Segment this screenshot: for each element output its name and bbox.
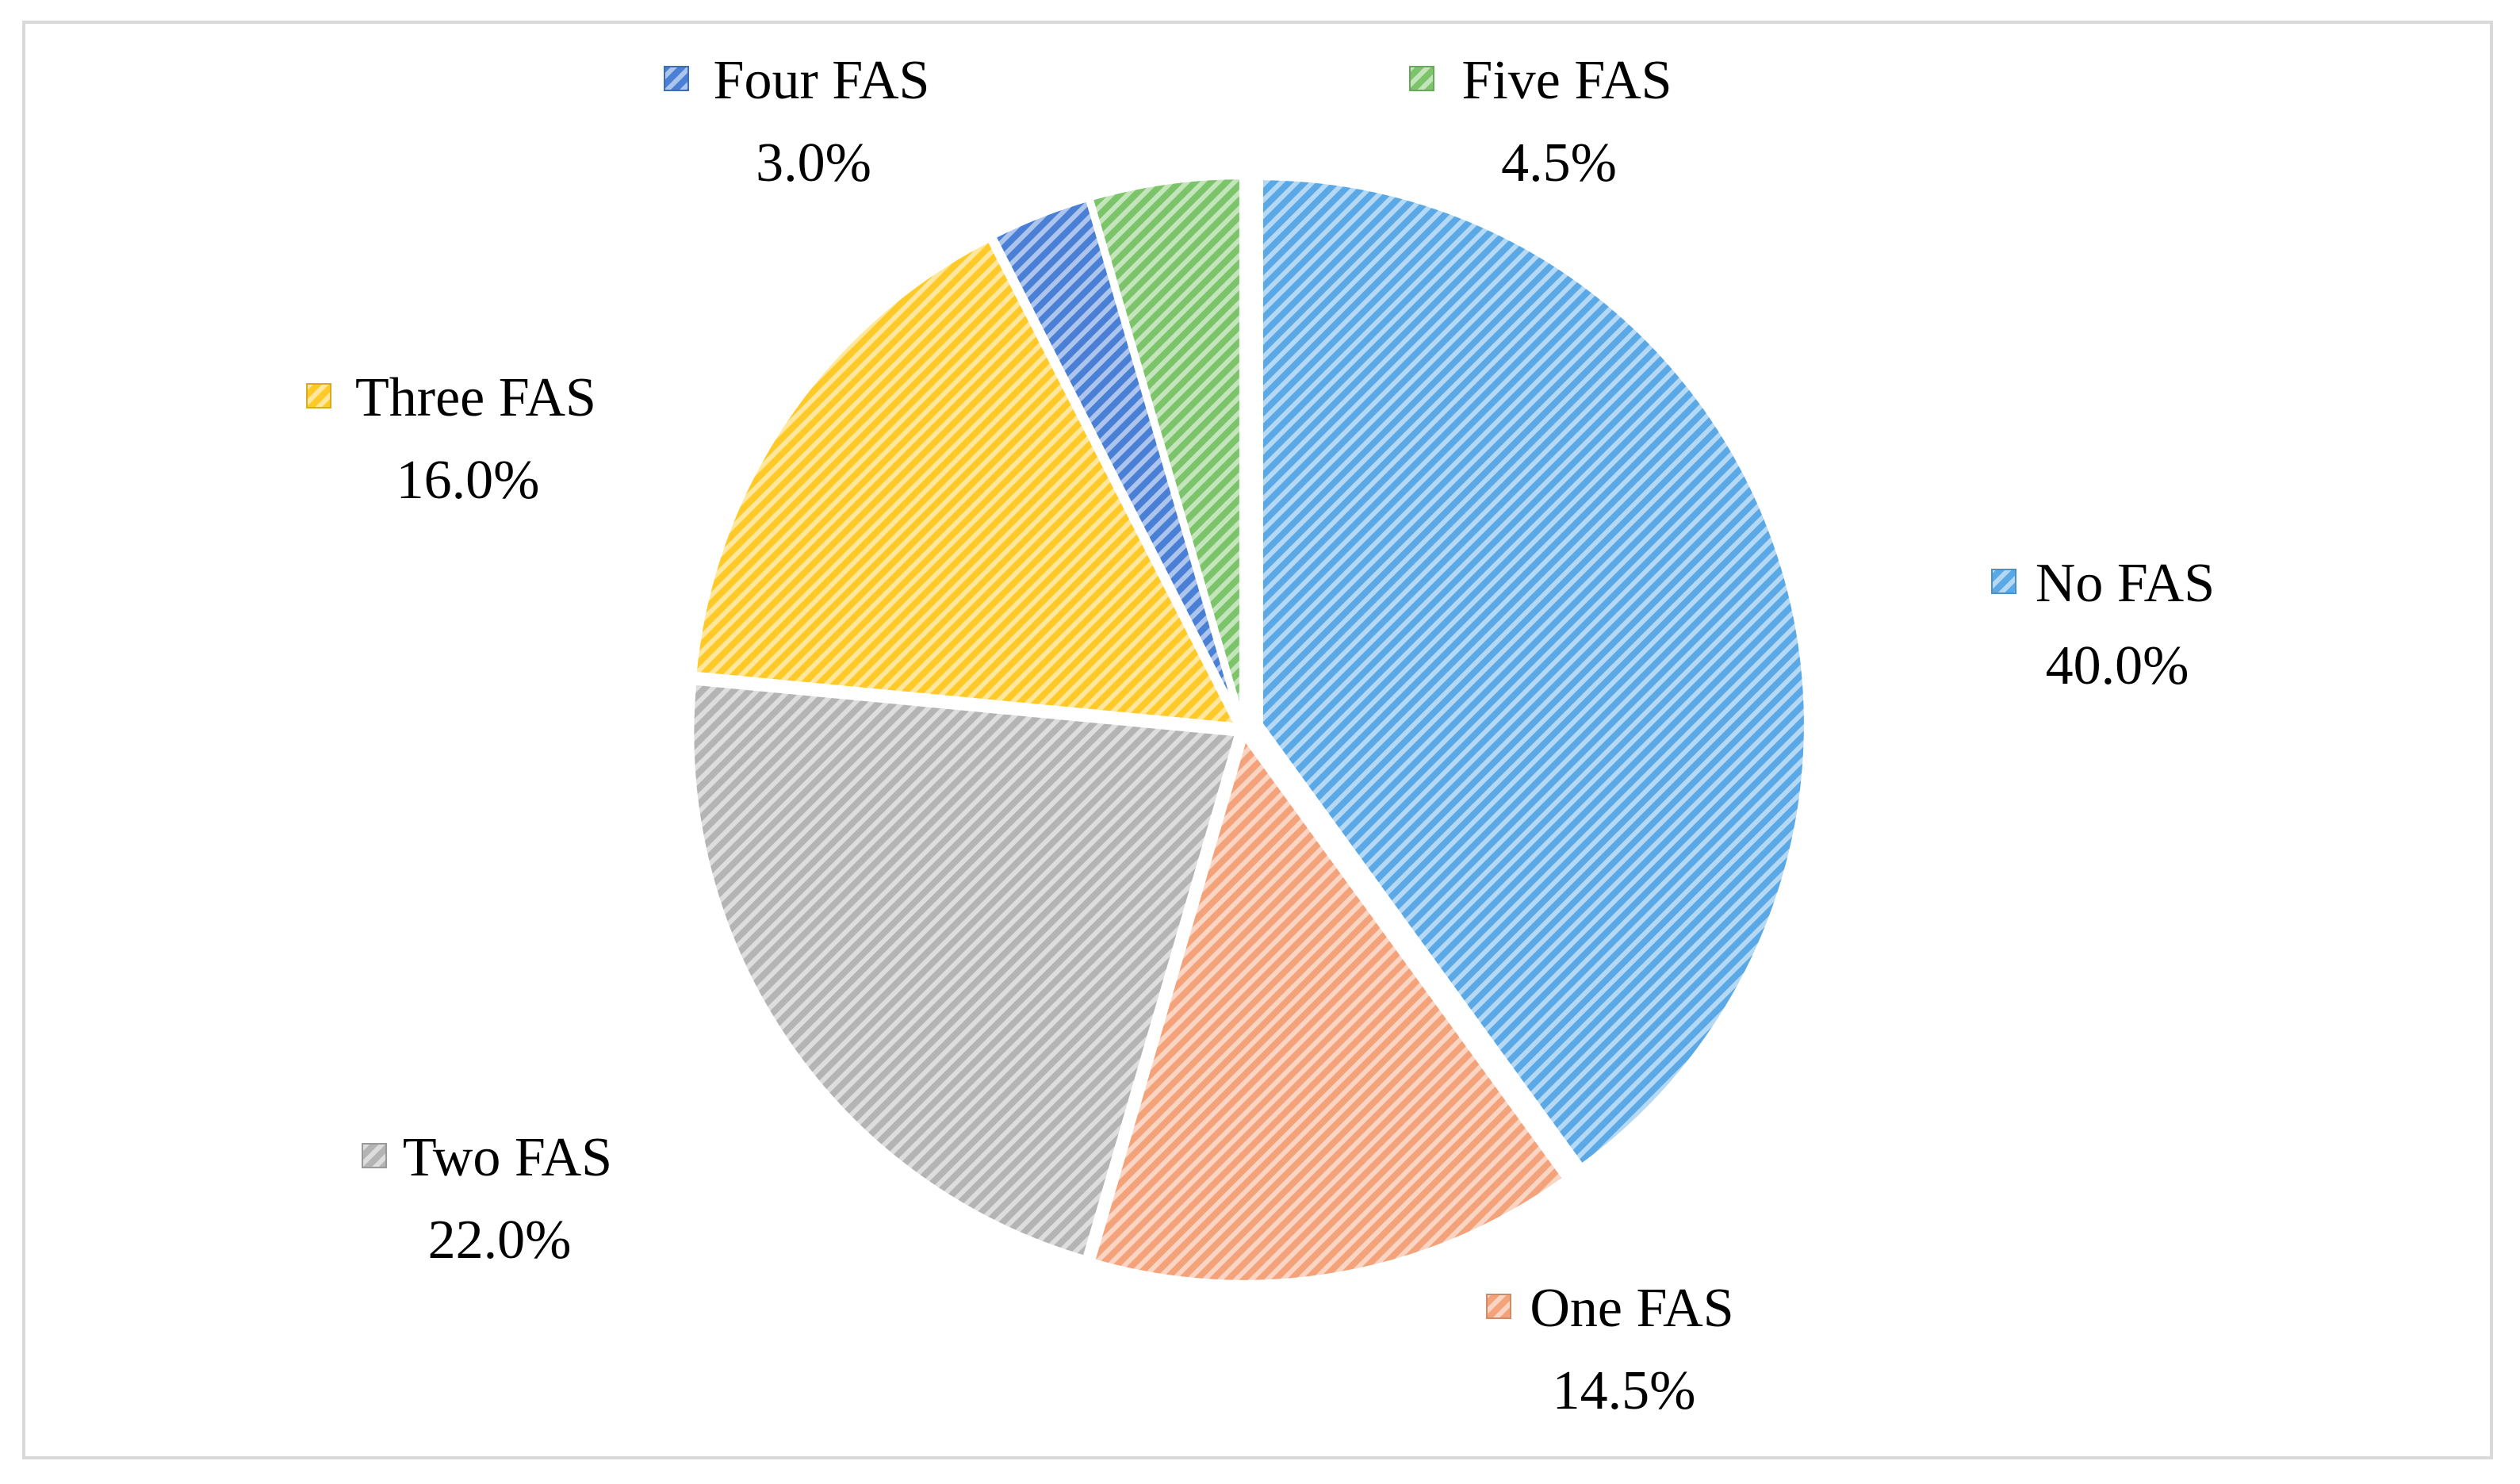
slice-label-no-fas: No FAS 40.0% (1991, 553, 2215, 696)
slice-percent-label: 3.0% (756, 132, 871, 194)
slice-label-three-fas: Three FAS 16.0% (306, 367, 596, 511)
slice-percent-label: 16.0% (396, 450, 540, 511)
slice-percent-label: 4.5% (1501, 132, 1617, 194)
slice-labels: No FAS 40.0% One FAS 14.5% Two FAS 22.0% Three… (306, 50, 2215, 1421)
legend-marker (664, 66, 689, 91)
slice-category-label: Three FAS (355, 367, 596, 428)
slice-category-label: Five FAS (1461, 50, 1672, 111)
slice-category-label: Four FAS (714, 50, 930, 111)
slice-label-two-fas: Two FAS 22.0% (362, 1127, 612, 1271)
legend-marker (362, 1143, 387, 1168)
slice-percent-label: 40.0% (2046, 635, 2189, 696)
slice-label-one-fas: One FAS 14.5% (1486, 1278, 1734, 1421)
slice-percent-label: 22.0% (428, 1210, 572, 1271)
pie-slice-three-fas (690, 234, 1244, 730)
slice-label-five-fas: Five FAS 4.5% (1409, 50, 1672, 194)
pie-slice-two-fas (687, 678, 1243, 1264)
pie-slice-five-fas (1086, 173, 1246, 725)
legend-marker (306, 383, 331, 408)
slice-percent-label: 14.5% (1553, 1360, 1696, 1421)
legend-marker (1409, 66, 1434, 91)
pie-slices (687, 173, 1810, 1287)
slice-category-label: One FAS (1530, 1278, 1733, 1339)
legend-marker (1991, 569, 2016, 594)
slice-category-label: No FAS (2036, 553, 2215, 614)
slice-label-four-fas: Four FAS 3.0% (664, 50, 929, 194)
legend-marker (1486, 1294, 1511, 1319)
slice-category-label: Two FAS (403, 1127, 612, 1188)
pie-slice-no-fas (1256, 174, 1810, 1172)
pie-slice-one-fas (1087, 728, 1571, 1287)
